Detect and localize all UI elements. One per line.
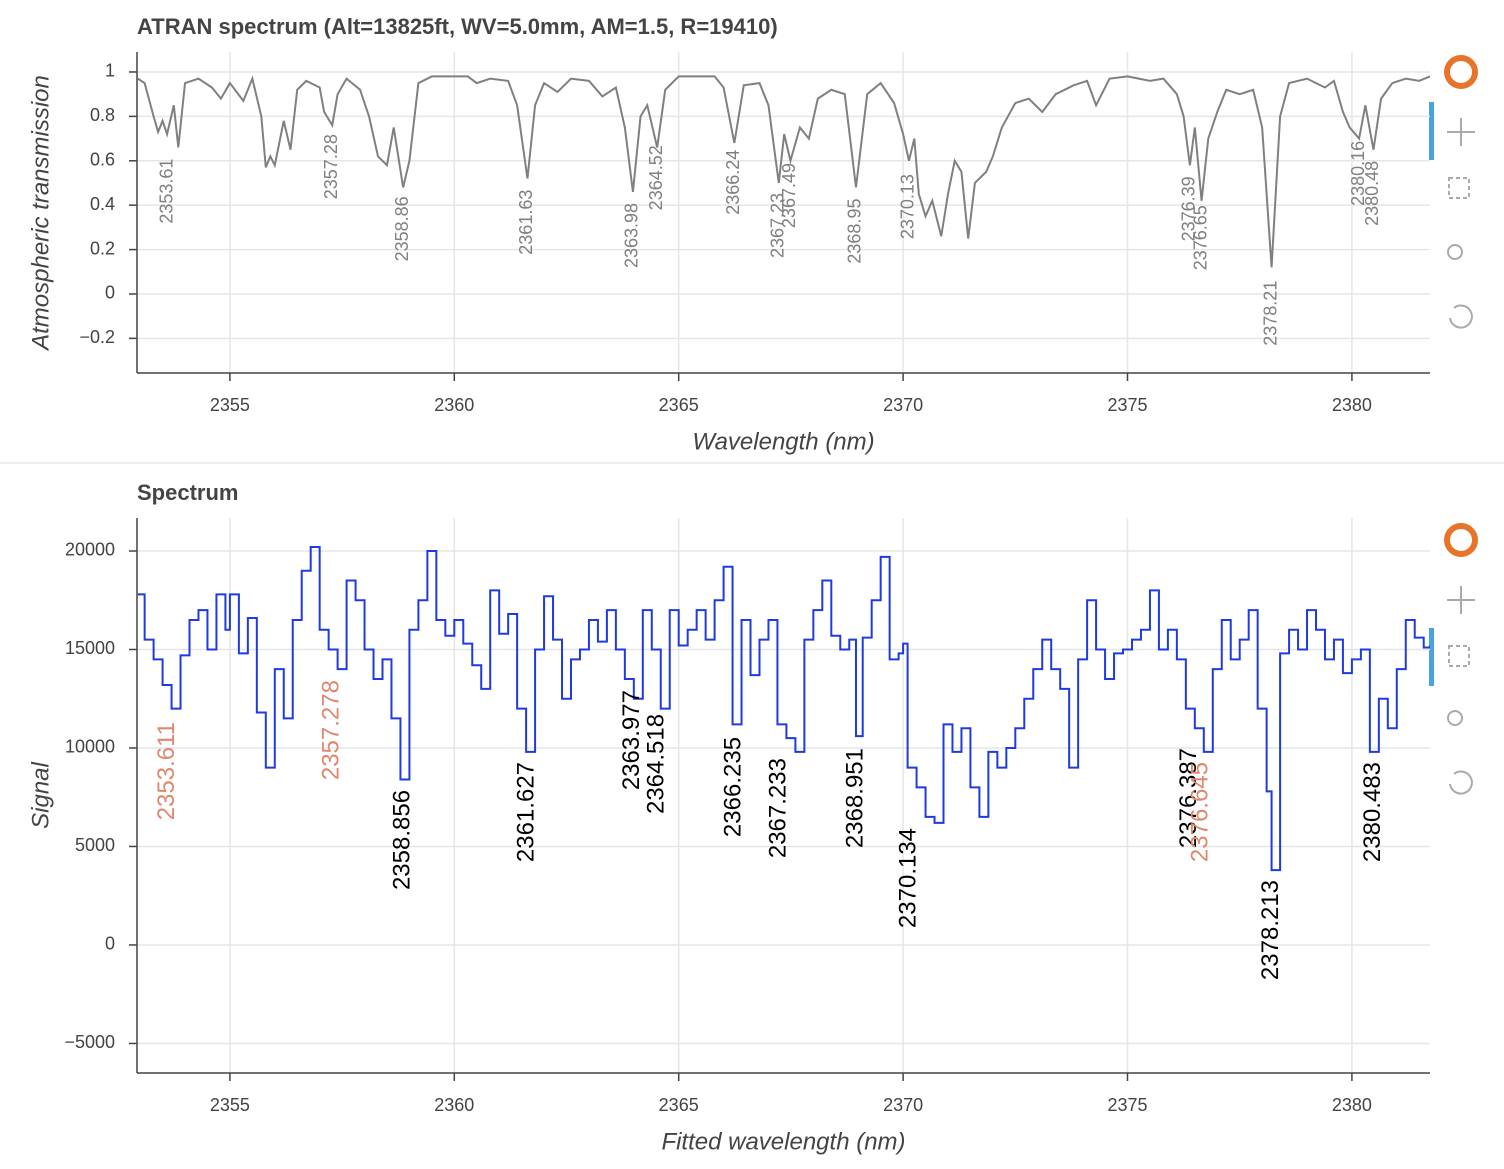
y-axis-label: Signal bbox=[27, 761, 54, 828]
annotation: 2361.63 bbox=[516, 190, 536, 255]
y-tick-label: 0.6 bbox=[90, 150, 115, 170]
annotation: 2363.98 bbox=[622, 203, 642, 268]
x-tick-label: 2365 bbox=[659, 1095, 699, 1115]
annotation: 2364.52 bbox=[646, 145, 666, 210]
active-tool bbox=[1429, 628, 1434, 686]
y-tick-label: 10000 bbox=[65, 737, 115, 757]
annotation: 2367.49 bbox=[779, 163, 799, 228]
annotation: 2367.233 bbox=[764, 758, 791, 858]
annotation: 2357.28 bbox=[321, 134, 341, 199]
annotation: 2376.65 bbox=[1190, 205, 1210, 270]
x-tick-label: 2380 bbox=[1332, 395, 1372, 415]
y-tick-label: 20000 bbox=[65, 540, 115, 560]
annotation: 2376.39 bbox=[1179, 176, 1199, 241]
x-axis-label: Wavelength (nm) bbox=[692, 428, 874, 455]
toolbar bbox=[1429, 55, 1478, 795]
annotation: 2370.134 bbox=[894, 828, 921, 928]
annotation: 2366.24 bbox=[723, 150, 743, 215]
data-line bbox=[137, 75, 1430, 268]
wheel-zoom-tool[interactable] bbox=[1447, 244, 1463, 260]
annotation: 2378.213 bbox=[1257, 880, 1284, 980]
annotation: 2364.518 bbox=[642, 714, 669, 814]
annotation: 2363.977 bbox=[618, 690, 645, 790]
x-axis-label: Fitted wavelength (nm) bbox=[661, 1128, 905, 1155]
y-tick-label: 1 bbox=[105, 61, 115, 81]
annotation: 2353.611 bbox=[153, 722, 180, 820]
y-tick-label: −5000 bbox=[64, 1032, 115, 1052]
x-tick-label: 2370 bbox=[883, 1095, 923, 1115]
y-tick-label: −0.2 bbox=[79, 327, 115, 347]
logo bbox=[1444, 523, 1478, 557]
chart-title: ATRAN spectrum (Alt=13825ft, WV=5.0mm, A… bbox=[137, 14, 778, 39]
x-tick-label: 2365 bbox=[659, 395, 699, 415]
logo bbox=[1444, 55, 1478, 89]
y-tick-label: 0.4 bbox=[90, 194, 115, 214]
annotation: 2380.48 bbox=[1362, 161, 1382, 226]
x-tick-label: 2370 bbox=[883, 395, 923, 415]
annotation: 2380.483 bbox=[1359, 762, 1386, 862]
x-tick-label: 2380 bbox=[1332, 1095, 1372, 1115]
y-tick-label: 15000 bbox=[65, 638, 115, 658]
annotation: 2361.627 bbox=[513, 762, 540, 862]
annotation: 2358.856 bbox=[388, 790, 415, 890]
annotation: 2358.86 bbox=[392, 196, 412, 261]
active-tool bbox=[1429, 102, 1434, 160]
y-tick-label: 0.8 bbox=[90, 105, 115, 125]
box-zoom-tool[interactable] bbox=[1448, 645, 1470, 667]
y-tick-label: 0.2 bbox=[90, 238, 115, 258]
box-zoom-tool[interactable] bbox=[1448, 177, 1470, 199]
pan-tool[interactable] bbox=[1447, 586, 1475, 614]
y-tick-label: 5000 bbox=[75, 835, 115, 855]
wheel-zoom-tool[interactable] bbox=[1447, 710, 1463, 726]
pan-tool[interactable] bbox=[1447, 118, 1475, 146]
annotation: 2366.235 bbox=[719, 737, 746, 837]
annotation: 2376.645 bbox=[1187, 762, 1214, 862]
y-tick-label: 0 bbox=[105, 934, 115, 954]
annotation: 2368.95 bbox=[845, 199, 865, 264]
annotation: 2353.61 bbox=[156, 159, 176, 224]
x-tick-label: 2360 bbox=[434, 395, 474, 415]
y-tick-label: 0 bbox=[105, 283, 115, 303]
annotation: 2357.278 bbox=[317, 680, 344, 780]
annotation: 2378.21 bbox=[1260, 281, 1280, 346]
x-tick-label: 2355 bbox=[210, 1095, 250, 1115]
annotation: 2376.387 bbox=[1175, 748, 1202, 848]
reset-tool[interactable] bbox=[1449, 770, 1473, 795]
reset-tool[interactable] bbox=[1449, 304, 1473, 329]
annotation: 2370.13 bbox=[898, 174, 918, 239]
data-line bbox=[137, 546, 1430, 872]
x-tick-label: 2355 bbox=[210, 395, 250, 415]
y-axis-label: Atmospheric transmission bbox=[27, 75, 54, 352]
x-tick-label: 2375 bbox=[1107, 1095, 1147, 1115]
annotation: 2380.16 bbox=[1348, 141, 1368, 206]
chart-title: Spectrum bbox=[137, 480, 238, 505]
x-tick-label: 2375 bbox=[1107, 395, 1147, 415]
annotation: 2367.23 bbox=[768, 193, 788, 258]
x-tick-label: 2360 bbox=[434, 1095, 474, 1115]
annotation: 2368.951 bbox=[841, 748, 868, 848]
